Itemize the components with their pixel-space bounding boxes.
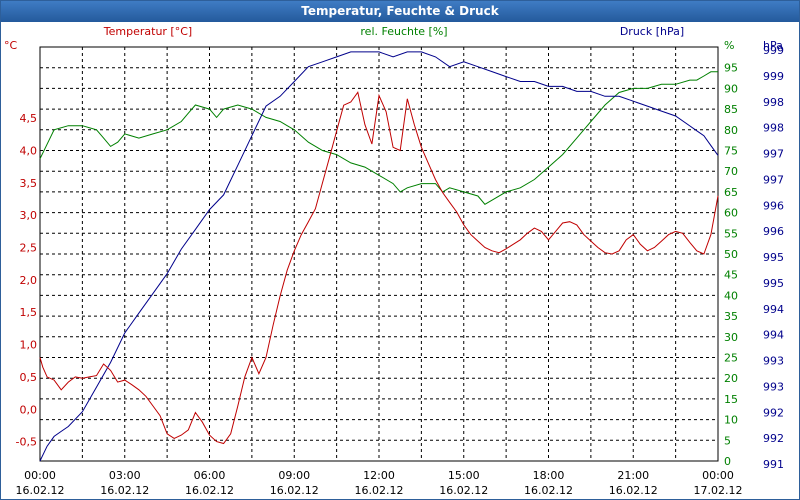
y-right1-tick-label: 75	[724, 145, 738, 158]
y-right1-tick-label: 95	[724, 62, 738, 75]
y-left-tick-label: 4,5	[20, 112, 38, 125]
y-right1-tick-label: 35	[724, 310, 738, 323]
y-left-tick-label: 3,5	[20, 177, 38, 190]
y-right1-tick-label: 55	[724, 227, 738, 240]
y-right1-tick-label: 5	[724, 434, 731, 447]
y-right2-tick-label: 992	[763, 406, 784, 419]
x-tick-time: 18:00	[533, 469, 565, 482]
y-right2-tick-label: 999	[763, 70, 784, 83]
x-tick-date: 16.02.12	[16, 484, 65, 497]
y-left-tick-label: 1,5	[20, 306, 38, 319]
y-right2-tick-label: 996	[763, 199, 784, 212]
y-left-tick-label: 3,0	[20, 209, 38, 222]
y-right2-tick-label: 997	[763, 173, 784, 186]
y-right1-tick-label: 80	[724, 124, 738, 137]
y-left-tick-label: 0,5	[20, 371, 38, 384]
window-title: Temperatur, Feuchte & Druck	[1, 1, 799, 22]
y-left-tick-label: 4,0	[20, 145, 38, 158]
y-right1-tick-label: 10	[724, 414, 738, 427]
y-right2-tick-label: 999	[763, 44, 784, 57]
x-tick-time: 03:00	[109, 469, 141, 482]
series-line-feuchte	[39, 71, 718, 205]
x-tick-time: 00:00	[24, 469, 56, 482]
series-line-temperatur	[39, 91, 719, 445]
legend-feuchte: rel. Feuchte [%]	[360, 25, 447, 38]
y-left-tick-label: 2,5	[20, 242, 38, 255]
y-right1-tick-label: 50	[724, 248, 738, 261]
y-left-tick-label: 1,0	[20, 339, 38, 352]
x-tick-date: 16.02.12	[355, 484, 404, 497]
y-right1-tick-label: 90	[724, 82, 738, 95]
y-right2-tick-label: 993	[763, 380, 784, 393]
y-right1-tick-label: 65	[724, 186, 738, 199]
y-right2-tick-label: 995	[763, 277, 784, 290]
x-tick-time: 09:00	[278, 469, 310, 482]
y-right2-tick-label: 996	[763, 225, 784, 238]
y-right1-tick-label: 30	[724, 331, 738, 344]
y-right2-tick-label: 994	[763, 329, 784, 342]
legend-temperatur: Temperatur [°C]	[103, 25, 192, 38]
y-left-tick-label: 0,0	[20, 403, 38, 416]
y-left-tick-label: 2,0	[20, 274, 38, 287]
y-right2-tick-label: 997	[763, 148, 784, 161]
y-left-unit: °C	[4, 39, 18, 52]
y-right1-tick-label: 25	[724, 352, 738, 365]
y-right1-tick-label: 0	[724, 455, 731, 468]
y-right1-tick-label: 85	[724, 103, 738, 116]
y-right2-tick-label: 994	[763, 303, 784, 316]
y-right1-tick-label: 40	[724, 289, 738, 302]
x-tick-time: 21:00	[617, 469, 649, 482]
legend-druck: Druck [hPa]	[620, 25, 684, 38]
x-tick-date: 16.02.12	[270, 484, 319, 497]
x-tick-date: 16.02.12	[609, 484, 658, 497]
x-tick-date: 17.02.12	[694, 484, 743, 497]
y-right1-unit: %	[724, 39, 734, 52]
y-right2-tick-label: 998	[763, 96, 784, 109]
x-tick-time: 00:00	[702, 469, 734, 482]
series-line-druck	[39, 51, 719, 462]
y-left-tick-label: -0,5	[16, 436, 37, 449]
x-tick-date: 16.02.12	[100, 484, 149, 497]
y-right1-tick-label: 15	[724, 393, 738, 406]
x-tick-time: 12:00	[363, 469, 395, 482]
y-right2-tick-label: 991	[763, 458, 784, 471]
y-right2-unit: hPa	[763, 39, 783, 52]
x-tick-date: 16.02.12	[439, 484, 488, 497]
x-tick-date: 16.02.12	[185, 484, 234, 497]
y-right2-tick-label: 993	[763, 355, 784, 368]
y-right1-tick-label: 60	[724, 207, 738, 220]
y-right1-tick-label: 70	[724, 165, 738, 178]
y-right1-tick-label: 20	[724, 372, 738, 385]
x-tick-time: 06:00	[194, 469, 226, 482]
y-right1-tick-label: 45	[724, 269, 738, 282]
y-right2-tick-label: 995	[763, 251, 784, 264]
y-right2-tick-label: 992	[763, 432, 784, 445]
y-right2-tick-label: 998	[763, 122, 784, 135]
x-tick-time: 15:00	[448, 469, 480, 482]
x-tick-date: 16.02.12	[524, 484, 573, 497]
